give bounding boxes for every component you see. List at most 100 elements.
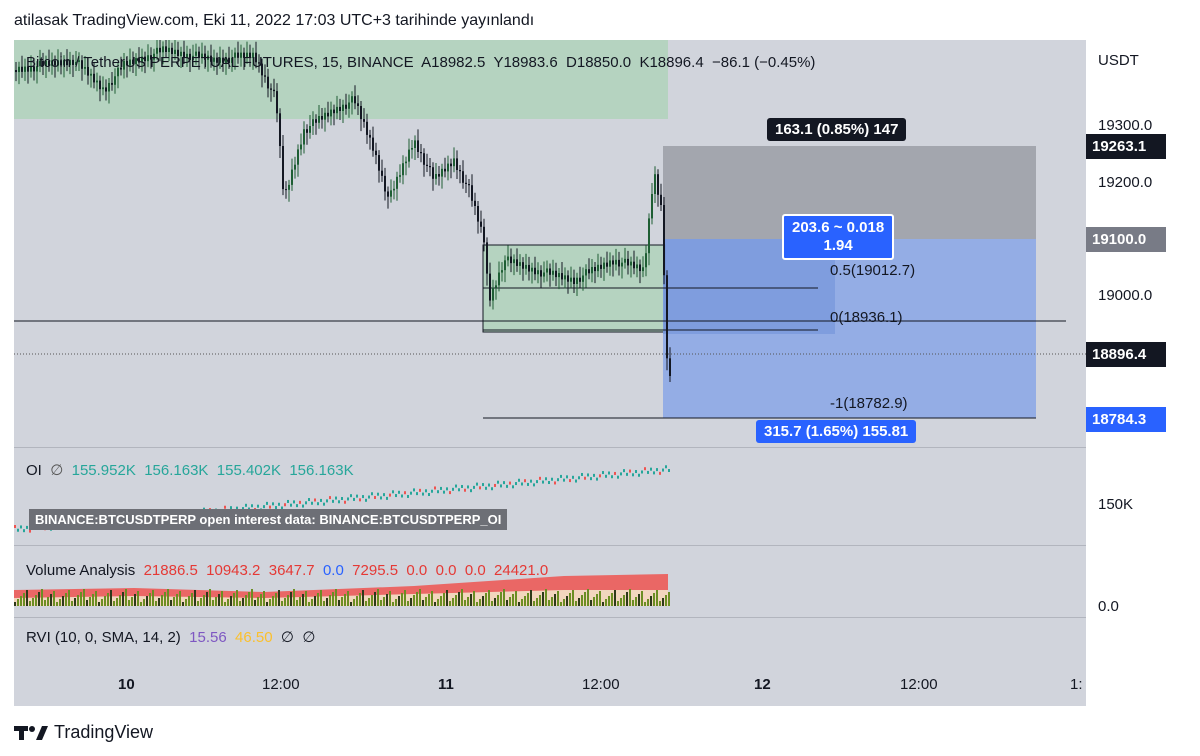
oi-bar <box>575 479 577 483</box>
volume-axis-tick: 0.0 <box>1098 598 1119 615</box>
legend-open: A18982.5 <box>421 54 486 71</box>
oi-bar <box>314 498 316 502</box>
volume-bar <box>596 594 598 606</box>
volume-bar <box>539 595 541 606</box>
candle-body <box>450 163 452 167</box>
candle-body <box>222 57 224 63</box>
candle-body <box>267 76 269 89</box>
candle-body <box>441 168 443 177</box>
volume-name[interactable]: Volume Analysis <box>26 562 136 579</box>
candle-body <box>444 168 446 172</box>
volume-bar <box>284 598 286 606</box>
pane-separator[interactable] <box>14 447 1086 448</box>
candle-body <box>288 184 290 190</box>
volume-bar <box>473 591 475 606</box>
candle-body <box>414 140 416 148</box>
volume-bar <box>506 600 508 606</box>
volume-bar <box>548 600 550 606</box>
candle-body <box>495 285 497 288</box>
candle-body <box>549 268 551 275</box>
oi-bar <box>608 471 610 475</box>
footer-brand[interactable]: TradingView <box>14 722 153 743</box>
pane-separator[interactable] <box>14 545 1086 546</box>
oi-bar <box>20 525 22 529</box>
oi-bar <box>266 501 268 505</box>
loss-label[interactable]: 315.7 (1.65%) 155.81 <box>756 420 917 443</box>
candle-body <box>492 287 494 301</box>
volume-bar <box>113 601 115 606</box>
time-label: 12:00 <box>582 676 620 693</box>
rvi-name[interactable]: RVI (10, 0, SMA, 14, 2) <box>26 629 181 646</box>
candle-body <box>522 262 524 269</box>
candle-body <box>63 60 65 66</box>
candle-body <box>216 57 218 63</box>
fib-label-zero: 0(18936.1) <box>830 309 903 326</box>
volume-bar <box>173 597 175 606</box>
volume-bar <box>455 595 457 606</box>
volume-bar <box>422 600 424 606</box>
candle-body <box>192 55 194 60</box>
candle-body <box>639 264 641 272</box>
volume-bar <box>665 595 667 606</box>
oi-name[interactable]: OI <box>26 462 42 479</box>
oi-bar <box>245 503 247 507</box>
oi-bar <box>635 470 637 474</box>
candle-body <box>327 112 329 117</box>
symbol-name[interactable]: Bitcoin / TetherUS PERPETUAL FUTURES, 15… <box>26 54 414 71</box>
volume-pane[interactable] <box>14 546 1086 616</box>
volume-bar <box>74 598 76 606</box>
volume-bar <box>569 593 571 606</box>
oi-bar <box>620 472 622 476</box>
candle-body <box>90 73 92 76</box>
volume-bar <box>626 592 628 606</box>
candle-body <box>339 106 341 111</box>
volume-bar <box>371 595 373 606</box>
oi-bar <box>467 485 469 489</box>
time-label: 12:00 <box>262 676 300 693</box>
candle-body <box>99 80 101 90</box>
oi-bar <box>632 473 634 477</box>
currency-label[interactable]: USDT <box>1098 52 1139 69</box>
volume-bar <box>437 599 439 606</box>
oi-bar <box>236 506 238 510</box>
profit-label[interactable]: 163.1 (0.85%) 147 <box>767 118 907 141</box>
candle-body <box>162 46 164 53</box>
legend-high: Y18983.6 <box>493 54 558 71</box>
oi-bar <box>290 503 292 507</box>
candle-body <box>432 167 434 179</box>
oi-bar <box>482 483 484 487</box>
oi-bar <box>566 475 568 479</box>
volume-bar <box>176 594 178 606</box>
oi-bar <box>578 476 580 480</box>
volume-bar <box>218 594 220 606</box>
eye-off-icon[interactable]: ∅ <box>50 462 64 479</box>
oi-bar <box>497 480 499 484</box>
oi-bar <box>653 471 655 475</box>
volume-bar <box>164 592 166 606</box>
pane-separator[interactable] <box>14 617 1086 618</box>
volume-bar <box>515 591 517 606</box>
volume-bar <box>401 593 403 606</box>
oi-bar <box>263 505 265 509</box>
volume-bar <box>305 591 307 606</box>
volume-bar <box>251 589 253 606</box>
candle-body <box>36 66 38 72</box>
volume-bar <box>638 594 640 606</box>
oi-bar <box>650 467 652 471</box>
volume-bar <box>68 590 70 606</box>
candle-body <box>282 146 284 190</box>
volume-bar <box>419 589 421 606</box>
candle-body <box>627 258 629 266</box>
time-axis[interactable]: 10 12:00 11 12:00 12 12:00 1: <box>14 664 1086 706</box>
risk-reward-label[interactable]: 203.6 ~ 0.018 1.94 <box>782 214 895 260</box>
candle-body <box>453 158 455 167</box>
candle-body <box>132 59 134 65</box>
oi-bar <box>326 499 328 503</box>
price-pane[interactable] <box>14 40 1086 446</box>
candle-body <box>48 60 50 66</box>
volume-bar <box>299 597 301 606</box>
oi-bar <box>500 484 502 488</box>
volume-bar <box>413 595 415 606</box>
volume-bar <box>476 602 478 606</box>
oi-bar <box>350 494 352 498</box>
